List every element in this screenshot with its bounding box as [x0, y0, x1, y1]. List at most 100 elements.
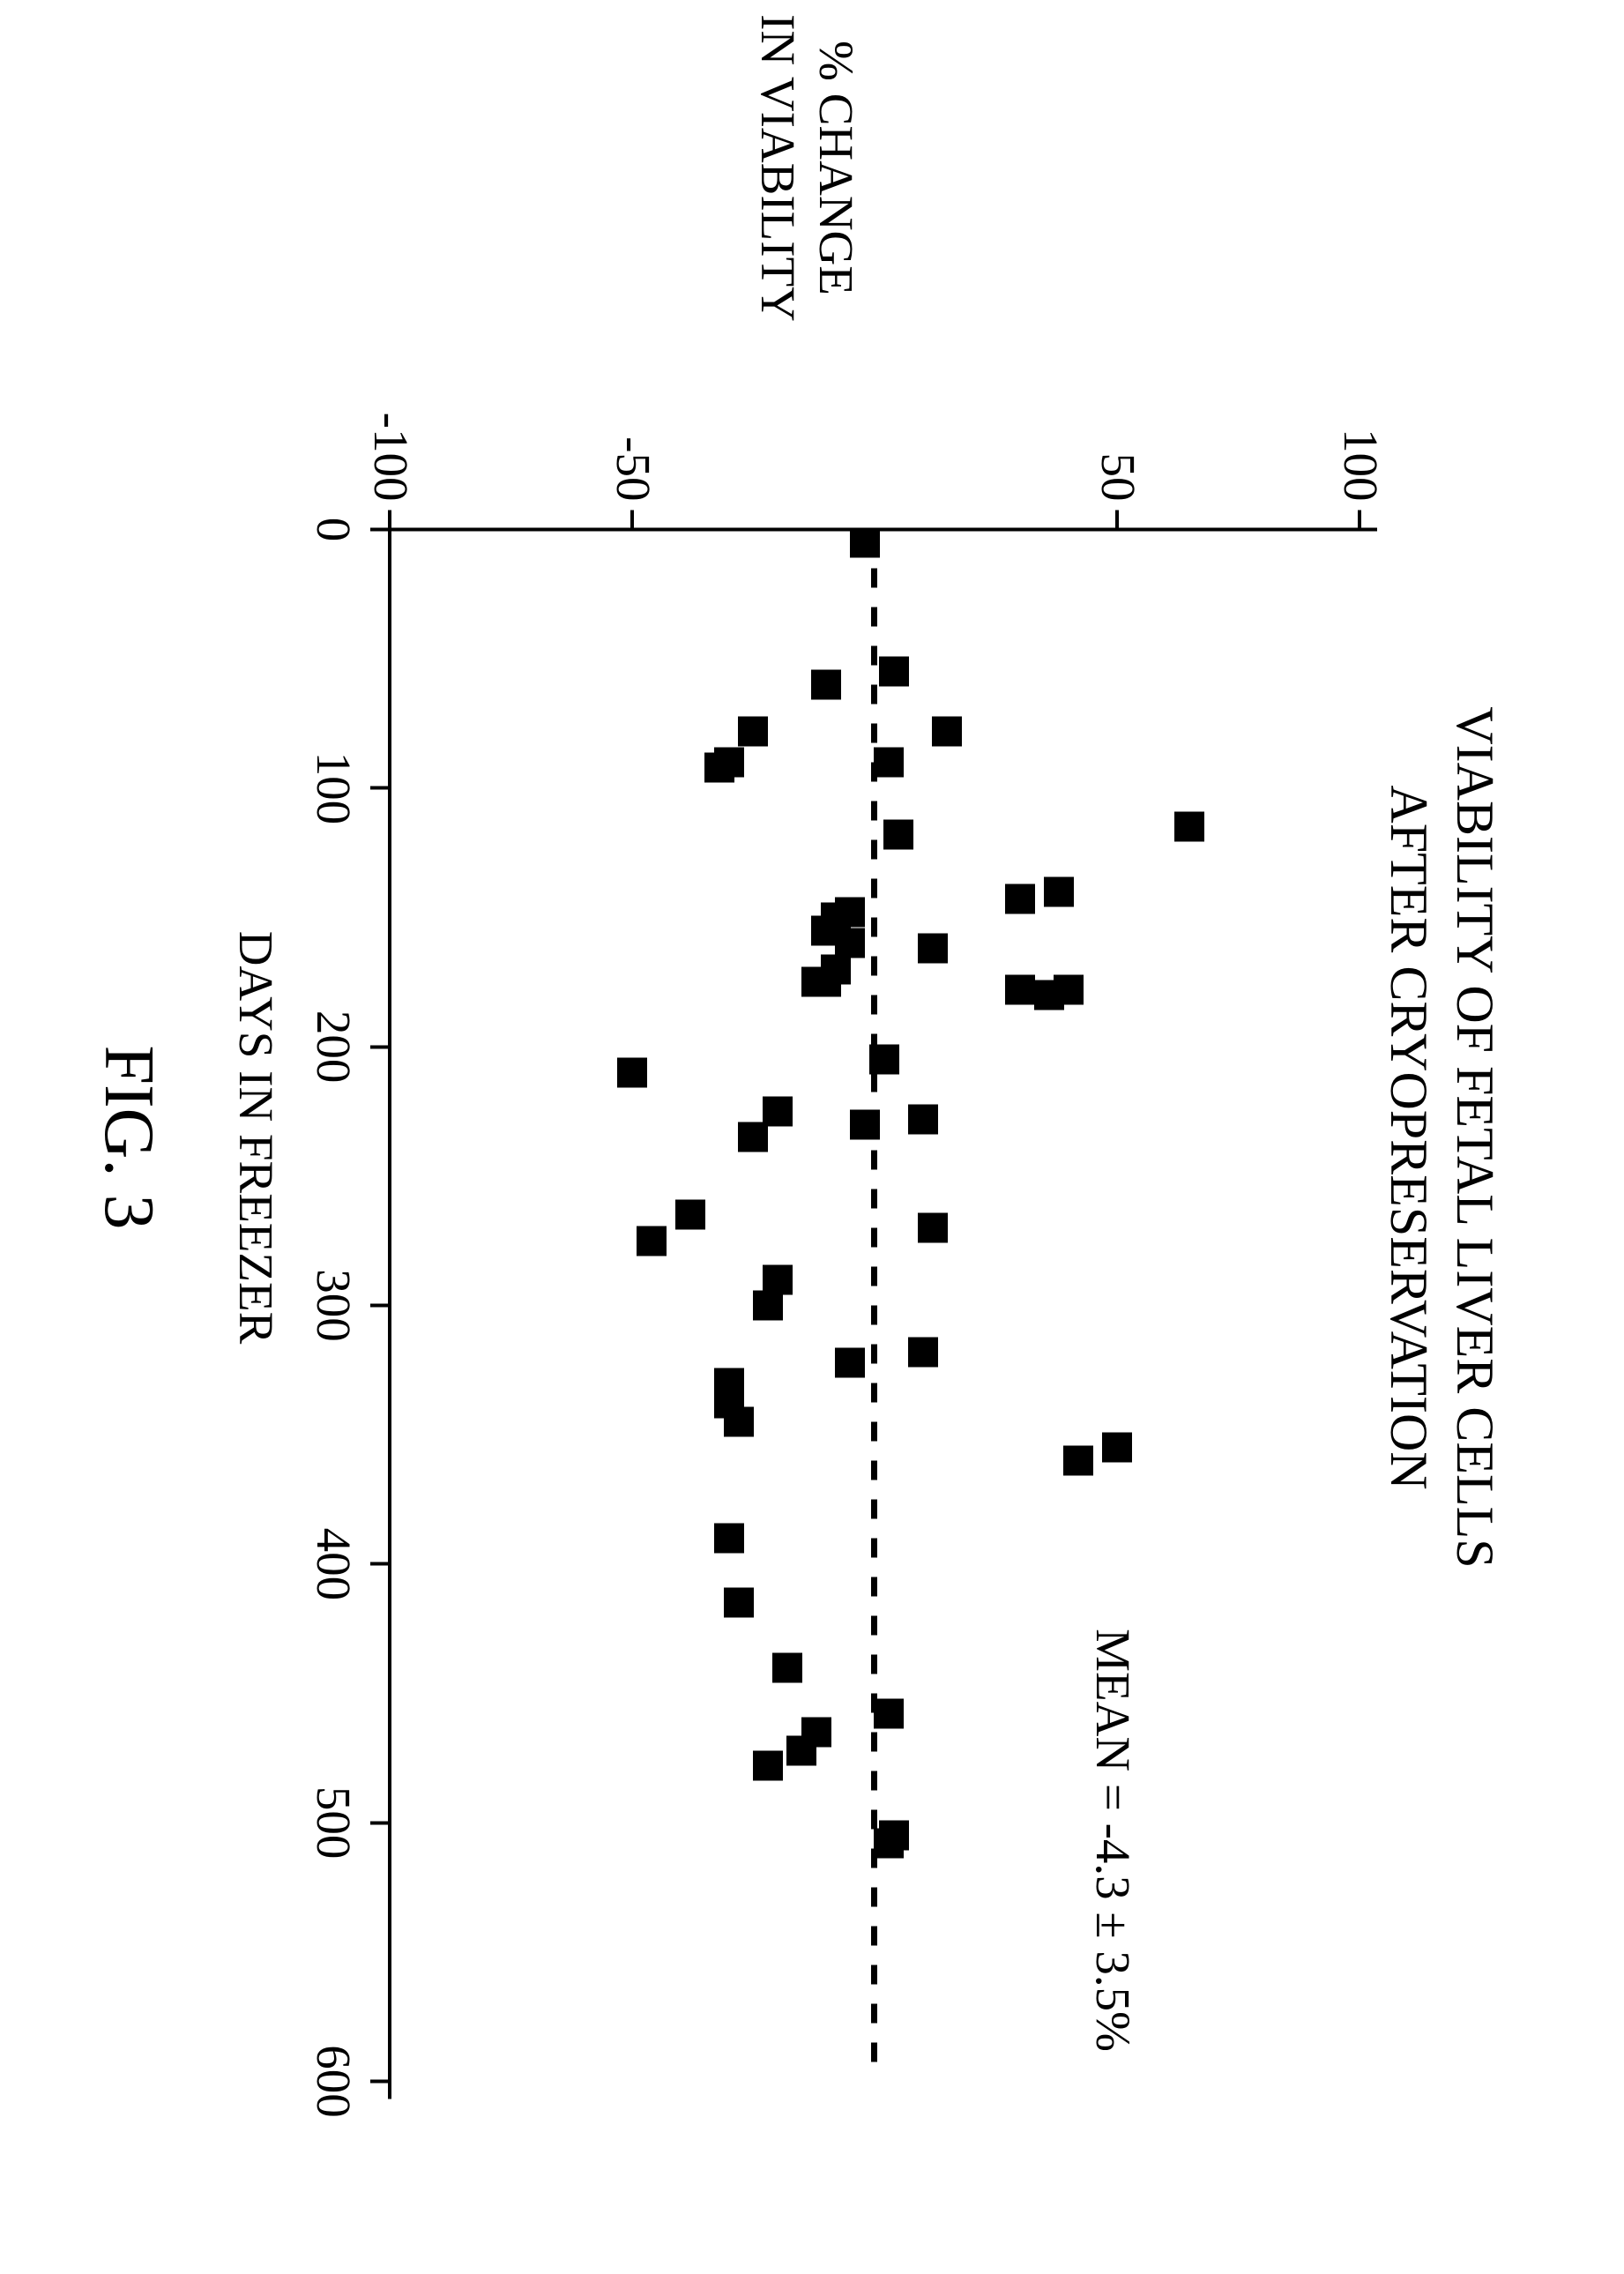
- reference-line-segment: [871, 684, 877, 704]
- reference-line-segment: [871, 1965, 877, 1984]
- reference-line-segment: [871, 1421, 877, 1441]
- x-tick-label: 0: [306, 476, 361, 582]
- reference-line-segment: [871, 1771, 877, 1790]
- data-point: [739, 716, 769, 746]
- reference-line-segment: [871, 917, 877, 936]
- data-point: [724, 1406, 754, 1436]
- chart-title-line1: VIABILITY OF FETAL LIVER CELLS: [1444, 0, 1505, 2274]
- x-axis-label: DAYS IN FREEZER: [228, 0, 284, 2274]
- reference-line-segment: [871, 1577, 877, 1596]
- data-point: [704, 752, 734, 782]
- reference-line-segment: [871, 607, 877, 626]
- x-tick-label: 300: [306, 1252, 361, 1358]
- figure-caption: FIG. 3: [88, 0, 168, 2274]
- reference-line-segment: [871, 1654, 877, 1674]
- reference-line-segment: [871, 956, 877, 975]
- reference-line-segment: [871, 1072, 877, 1092]
- y-tick-label: -50: [606, 369, 661, 501]
- data-point: [675, 1199, 705, 1229]
- data-point: [787, 1735, 817, 1765]
- x-tick: [370, 2079, 390, 2083]
- reference-line-segment: [871, 1383, 877, 1402]
- reference-line-segment: [871, 1150, 877, 1169]
- reference-line-segment: [871, 1344, 877, 1363]
- x-tick-label: 600: [306, 2028, 361, 2134]
- data-point: [869, 1044, 899, 1074]
- x-tick: [370, 527, 390, 531]
- reference-line-segment: [871, 878, 877, 898]
- data-point: [908, 1104, 938, 1134]
- y-tick: [1358, 510, 1361, 529]
- reference-line-segment: [871, 1809, 877, 1829]
- reference-line-segment: [871, 568, 877, 587]
- reference-line-segment: [871, 1499, 877, 1518]
- y-tick: [1115, 510, 1119, 529]
- data-point: [875, 747, 905, 777]
- data-point: [1044, 876, 1074, 906]
- x-tick-label: 100: [306, 734, 361, 840]
- x-tick: [370, 1303, 390, 1307]
- data-point: [753, 1750, 783, 1780]
- x-tick: [370, 1821, 390, 1824]
- data-point: [850, 527, 880, 557]
- data-point: [1005, 884, 1035, 913]
- data-point: [714, 1523, 744, 1553]
- data-point: [753, 1290, 783, 1320]
- y-tick-label: 100: [1333, 369, 1389, 501]
- data-point: [724, 1587, 754, 1617]
- x-tick: [370, 1045, 390, 1048]
- reference-line-segment: [871, 1732, 877, 1751]
- scatter-plot: -100-50501000100200300400500600: [390, 529, 1360, 2081]
- reference-line-segment: [871, 645, 877, 665]
- data-point: [1034, 980, 1064, 1010]
- reference-line-segment: [871, 1305, 877, 1324]
- data-point: [875, 1828, 905, 1858]
- reference-line-segment: [871, 801, 877, 820]
- y-tick: [630, 510, 634, 529]
- data-point: [637, 1226, 667, 1256]
- reference-line-segment: [871, 723, 877, 742]
- data-point: [1102, 1432, 1132, 1462]
- data-point: [1005, 974, 1035, 1004]
- data-point: [811, 669, 841, 699]
- data-point: [739, 1122, 769, 1152]
- x-tick-label: 400: [306, 1510, 361, 1616]
- data-point: [908, 1337, 938, 1367]
- reference-line-segment: [871, 995, 877, 1014]
- mean-annotation: MEAN = -4.3 ± 3.5%: [1086, 1629, 1142, 2052]
- reference-line-segment: [871, 1615, 877, 1635]
- y-axis-label: % CHANGE IN VIABILITY: [696, 168, 812, 475]
- data-point: [811, 966, 841, 996]
- x-tick-label: 500: [306, 1770, 361, 1875]
- data-point: [884, 819, 914, 849]
- reference-line-segment: [871, 1266, 877, 1286]
- reference-line-segment: [871, 1926, 877, 1945]
- chart-title-line2: AFTER CRYOPRESERVATION: [1378, 0, 1439, 2274]
- data-point: [1175, 811, 1205, 841]
- y-tick-label: -100: [363, 369, 419, 501]
- data-point: [879, 656, 909, 686]
- x-tick-label: 200: [306, 994, 361, 1100]
- page: VIABILITY OF FETAL LIVER CELLS AFTER CRY…: [0, 0, 1624, 2274]
- reference-line-segment: [871, 2042, 877, 2062]
- y-axis-label-line2: IN VIABILITY: [749, 14, 807, 322]
- data-point: [933, 716, 963, 746]
- reference-line-segment: [871, 2003, 877, 2023]
- data-point: [875, 1698, 905, 1728]
- data-point: [918, 1212, 948, 1242]
- data-point: [617, 1057, 647, 1087]
- reference-line-segment: [871, 1227, 877, 1247]
- reference-line-segment: [871, 1538, 877, 1557]
- reference-line-segment: [871, 1460, 877, 1480]
- data-point: [1063, 1445, 1093, 1475]
- y-tick-label: 50: [1091, 369, 1146, 501]
- y-axis-label-line1: % CHANGE: [807, 14, 865, 322]
- x-tick: [370, 786, 390, 789]
- data-point: [836, 1347, 866, 1377]
- landscape-rotator: VIABILITY OF FETAL LIVER CELLS AFTER CRY…: [0, 0, 1624, 2274]
- y-tick: [388, 510, 391, 529]
- reference-line-segment: [871, 839, 877, 859]
- data-point: [772, 1652, 802, 1682]
- data-point: [850, 1109, 880, 1139]
- x-tick: [370, 1562, 390, 1565]
